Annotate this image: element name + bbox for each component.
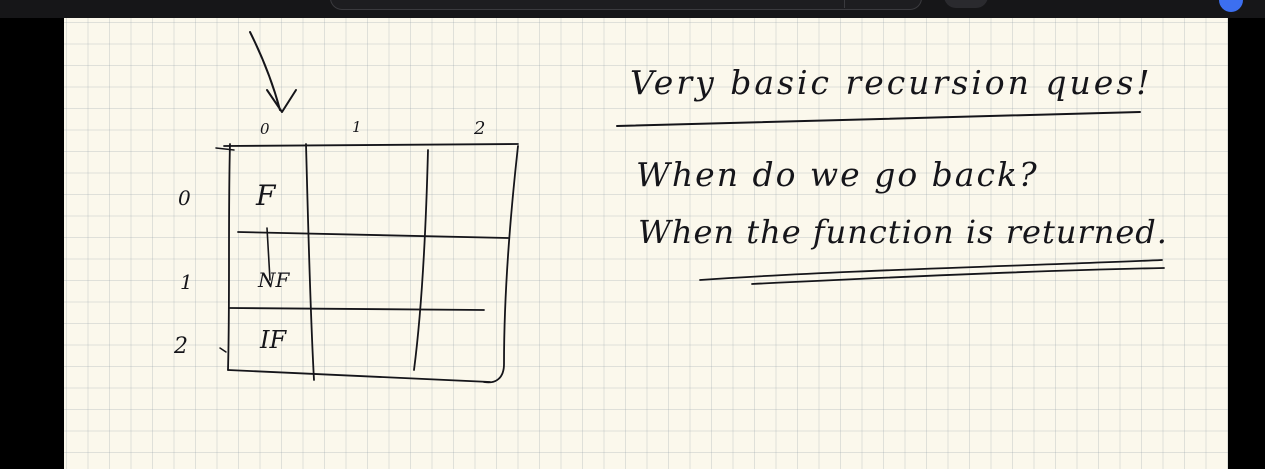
answer-underline-1	[699, 259, 1163, 281]
arrow-stroke	[249, 31, 281, 111]
col-label-2: 2	[474, 118, 486, 139]
right-gutter	[1228, 18, 1265, 469]
address-bar[interactable]	[330, 0, 922, 10]
table-bottom-line	[227, 369, 491, 383]
table-row2-line	[229, 307, 485, 311]
browser-top-bar	[0, 0, 1265, 18]
table-col1-line	[305, 143, 315, 381]
toolbar-button[interactable]	[944, 0, 988, 8]
cell-mark-1: NF	[258, 268, 290, 292]
table-row1-line	[237, 231, 509, 239]
notes-heading: Very basic recursion ques!	[630, 63, 1153, 102]
cell-down-stroke	[266, 227, 271, 281]
note-canvas[interactable]: 0 1 2 0 1 2 F NF IF Very basic recursion…	[64, 18, 1228, 469]
address-bar-divider	[844, 0, 845, 8]
cell-mark-0: F	[256, 179, 276, 212]
notes-answer: When the function is returned.	[638, 213, 1168, 251]
row-label-2: 2	[174, 334, 188, 359]
tick-top	[215, 147, 235, 151]
table-top-line	[223, 143, 519, 147]
table-col2-line	[413, 149, 429, 371]
cell-mark-2: IF	[260, 326, 287, 354]
answer-underline-2	[751, 267, 1165, 285]
heading-underline	[616, 111, 1141, 127]
tick-bottom	[219, 347, 227, 353]
left-gutter	[0, 18, 64, 469]
table-right-line	[483, 145, 519, 384]
col-label-1: 1	[352, 118, 362, 136]
row-label-0: 0	[178, 186, 191, 210]
arrow-head	[266, 89, 297, 113]
table-left-line	[227, 143, 231, 371]
profile-avatar[interactable]	[1219, 0, 1243, 12]
notes-question: When do we go back?	[636, 155, 1039, 194]
col-label-0: 0	[260, 120, 270, 138]
row-label-1: 1	[180, 270, 193, 294]
ink-strokes	[215, 31, 1165, 384]
